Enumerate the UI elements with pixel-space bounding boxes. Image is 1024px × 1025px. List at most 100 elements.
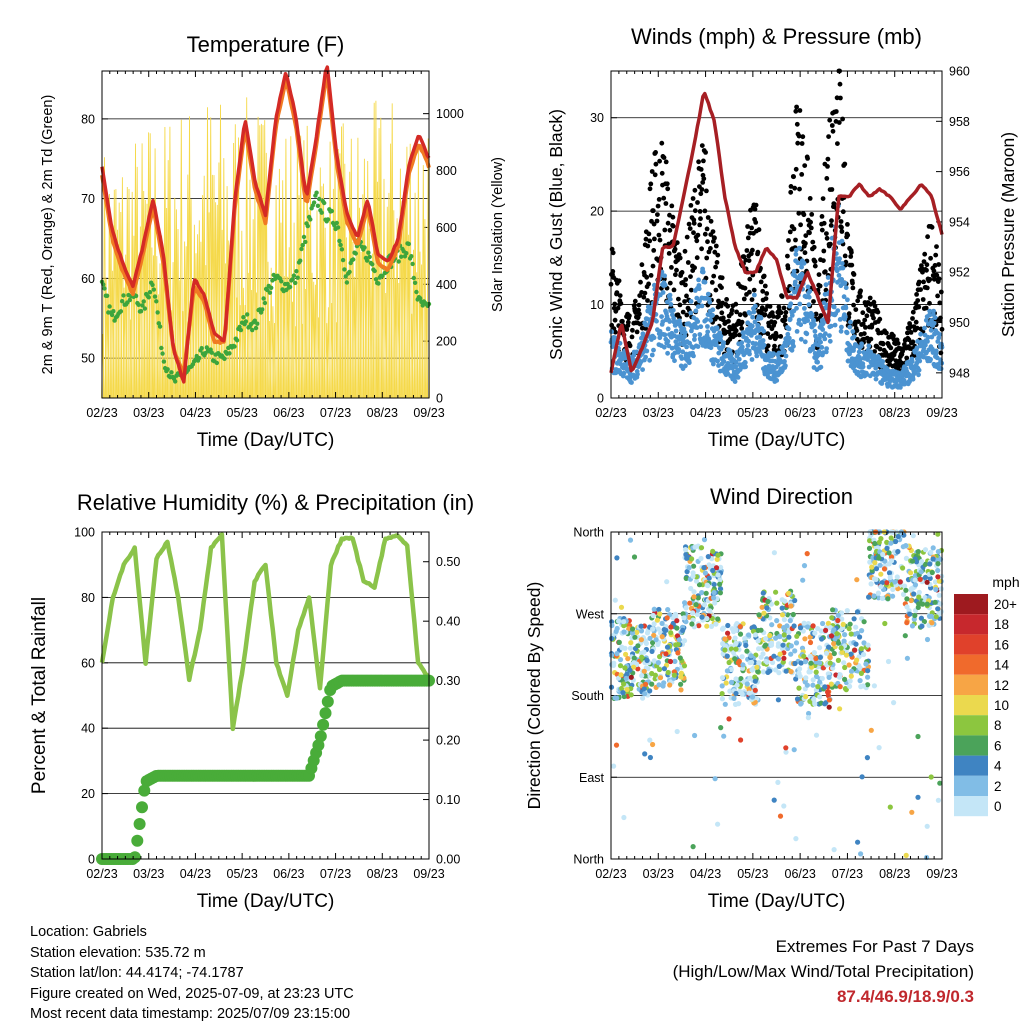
solar-spike xyxy=(323,227,327,399)
legend-label: 14 xyxy=(994,658,1010,673)
gust-point xyxy=(719,310,725,316)
wind-point xyxy=(794,329,800,334)
solar-spike xyxy=(233,124,237,399)
direction-point xyxy=(859,628,865,634)
wind-point xyxy=(695,304,701,309)
direction-point xyxy=(738,737,744,743)
gust-point xyxy=(669,265,674,270)
gust-point xyxy=(938,289,944,295)
wind-point xyxy=(735,375,741,380)
direction-point xyxy=(736,701,742,707)
direction-point xyxy=(876,539,882,546)
direction-point xyxy=(924,823,930,829)
gust-point xyxy=(671,287,677,293)
direction-point xyxy=(734,621,740,627)
direction-point xyxy=(660,683,666,689)
direction-point xyxy=(707,608,713,614)
gust-point xyxy=(920,297,926,302)
humidity-ytick-label: 40 xyxy=(81,722,95,736)
wind-point xyxy=(927,308,933,314)
gust-point xyxy=(661,195,667,201)
gust-point xyxy=(677,302,683,308)
gust-point xyxy=(923,305,929,311)
gust-point xyxy=(682,299,687,304)
gust-point xyxy=(696,159,701,165)
direction-point xyxy=(682,547,689,553)
wind-point xyxy=(705,324,710,329)
gust-point xyxy=(921,279,926,285)
gust-point xyxy=(684,234,690,240)
direction-point xyxy=(650,741,656,748)
direction-point xyxy=(861,640,867,646)
wind-point xyxy=(747,310,753,316)
direction-point xyxy=(698,555,704,562)
gust-point xyxy=(703,150,708,155)
dewpoint-point xyxy=(396,259,401,264)
direction-point xyxy=(727,688,733,694)
gust-point xyxy=(863,325,868,330)
gust-point xyxy=(842,253,848,259)
gust-point xyxy=(720,315,726,321)
direction-point xyxy=(919,623,925,629)
direction-point xyxy=(853,641,859,647)
wind-point xyxy=(915,339,920,344)
direction-point xyxy=(782,598,788,604)
direction-point xyxy=(656,666,663,673)
direction-point xyxy=(867,538,873,544)
solar-spike xyxy=(120,177,125,399)
direction-point xyxy=(853,624,859,630)
wind-point xyxy=(798,336,804,342)
gust-point xyxy=(712,249,718,255)
wind-point xyxy=(801,260,807,266)
dewpoint-point xyxy=(353,251,358,256)
direction-point xyxy=(866,594,872,600)
direction-point xyxy=(719,675,726,681)
direction-point xyxy=(609,635,615,642)
direction-point xyxy=(831,847,837,853)
direction-point xyxy=(715,572,721,578)
direction-point xyxy=(786,590,792,596)
gust-point xyxy=(928,255,933,261)
wind-point xyxy=(837,317,843,322)
direction-point xyxy=(938,586,944,592)
wind-point xyxy=(837,256,842,262)
direction-point xyxy=(699,614,705,620)
direction-point xyxy=(720,641,726,647)
wind-point xyxy=(662,332,668,338)
direction-point xyxy=(813,732,820,738)
wind-point xyxy=(665,338,671,344)
direction-point xyxy=(839,649,845,655)
wind-point xyxy=(825,275,831,280)
dewpoint-point xyxy=(342,267,347,272)
wind-point xyxy=(739,340,745,346)
direction-point xyxy=(613,742,620,748)
direction-point xyxy=(683,619,689,625)
direction-point xyxy=(811,650,818,656)
wind-point xyxy=(807,288,813,294)
gust-point xyxy=(772,320,778,325)
direction-point xyxy=(865,682,871,688)
direction-point xyxy=(810,682,816,688)
direction-point xyxy=(719,691,725,697)
wind-point xyxy=(752,319,758,325)
solar-spike xyxy=(379,117,383,399)
direction-point xyxy=(614,651,620,657)
gust-point xyxy=(838,95,843,101)
direction-point xyxy=(843,652,850,658)
direction-point xyxy=(621,814,627,821)
gust-point xyxy=(828,223,834,228)
gust-point xyxy=(673,272,678,278)
solar-spike xyxy=(292,222,296,399)
wind-point xyxy=(692,337,697,342)
direction-xlabel: Time (Day/UTC) xyxy=(708,891,846,912)
dewpoint-point xyxy=(287,284,293,290)
direction-point xyxy=(765,598,771,605)
gust-point xyxy=(677,255,683,261)
direction-point xyxy=(743,642,749,649)
direction-point xyxy=(929,620,935,626)
direction-point xyxy=(631,655,637,661)
gust-point xyxy=(663,159,669,165)
gust-point xyxy=(850,285,856,291)
direction-point xyxy=(797,625,804,631)
dewpoint-point xyxy=(370,262,375,267)
